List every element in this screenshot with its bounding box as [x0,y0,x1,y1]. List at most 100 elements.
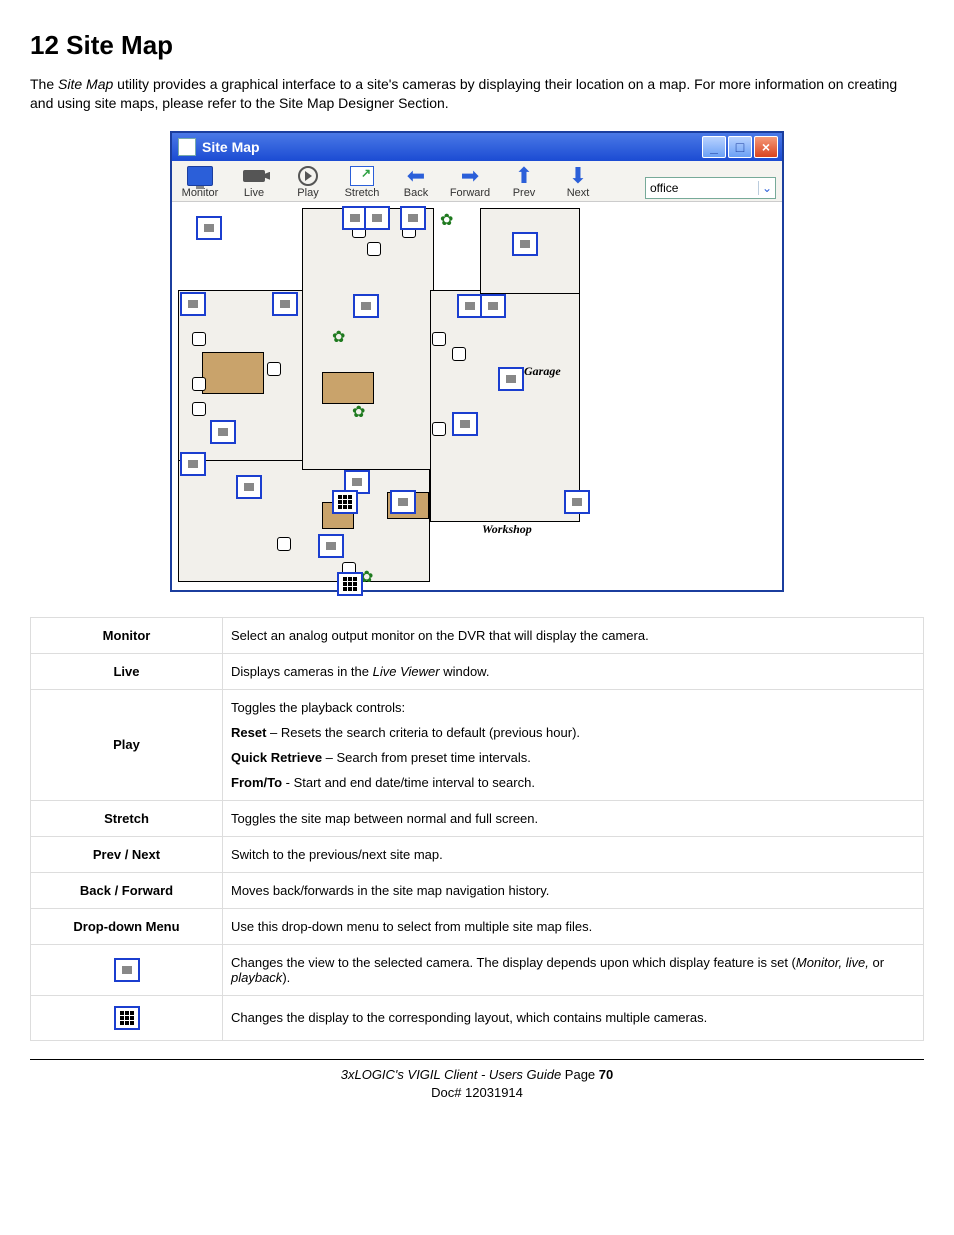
table-row: Back / Forward Moves back/forwards in th… [31,872,924,908]
section-heading: 12 Site Map [30,30,924,61]
camera-icon [240,165,268,187]
row-key-icon [31,944,223,995]
room [178,460,430,582]
camera-marker[interactable] [353,294,379,318]
chair [432,332,446,346]
subline: From/To - Start and end date/time interv… [231,775,915,790]
maximize-button[interactable]: □ [728,136,752,158]
site-map-window: Site Map _ □ × Monitor Live Play Stretch… [170,131,784,592]
chair [267,362,281,376]
camera-marker[interactable] [364,206,390,230]
play-button[interactable]: Play [286,165,330,199]
text: Displays cameras in the [231,664,373,679]
camera-marker[interactable] [498,367,524,391]
chair [367,242,381,256]
live-label: Live [244,187,264,199]
row-key: Monitor [31,617,223,653]
camera-marker[interactable] [480,294,506,318]
grid-icon [120,1011,134,1025]
camera-marker[interactable] [390,490,416,514]
camera-marker[interactable] [318,534,344,558]
row-key: Prev / Next [31,836,223,872]
up-arrow-icon: ⬆ [510,165,538,187]
row-key-icon [31,995,223,1040]
room [430,290,580,522]
camera-marker[interactable] [452,412,478,436]
workshop-label: Workshop [482,522,532,537]
next-button[interactable]: ⬇ Next [556,165,600,199]
chair [192,377,206,391]
page-number: 70 [599,1067,613,1082]
prev-button[interactable]: ⬆ Prev [502,165,546,199]
text: ). [282,970,290,985]
camera-marker[interactable] [210,420,236,444]
camera-marker[interactable] [512,232,538,256]
map-dropdown[interactable]: office ⌄ [645,177,776,199]
table-row: Live Displays cameras in the Live Viewer… [31,653,924,689]
footer-title: 3xLOGIC's VIGIL Client - Users Guide [341,1067,561,1082]
text: - Start and end date/time interval to se… [282,775,535,790]
monitor-button[interactable]: Monitor [178,165,222,199]
camera-marker[interactable] [564,490,590,514]
monitor-icon [186,165,214,187]
layout-icon [114,1006,140,1030]
row-key: Live [31,653,223,689]
text-em: Live Viewer [373,664,440,679]
text: Changes the view to the selected camera.… [231,955,796,970]
row-key: Stretch [31,800,223,836]
chair [277,537,291,551]
camera-marker[interactable] [236,475,262,499]
camera-marker[interactable] [180,292,206,316]
layout-marker[interactable] [337,572,363,596]
text: Toggles the playback controls: [231,700,915,715]
layout-marker[interactable] [332,490,358,514]
intro-text-2: utility provides a graphical interface t… [30,76,897,111]
text: – Resets the search criteria to default … [266,725,580,740]
table [322,372,374,404]
camera-marker[interactable] [180,452,206,476]
text-bold: Quick Retrieve [231,750,322,765]
camera-marker[interactable] [400,206,426,230]
chair [192,332,206,346]
stretch-label: Stretch [345,187,380,199]
chevron-down-icon: ⌄ [758,181,775,195]
table [202,352,264,394]
toolbar: Monitor Live Play Stretch ⬅ Back ➡ Forwa… [172,161,782,202]
play-label: Play [297,187,318,199]
text: – Search from preset time intervals. [322,750,531,765]
down-arrow-icon: ⬇ [564,165,592,187]
minimize-button[interactable]: _ [702,136,726,158]
close-button[interactable]: × [754,136,778,158]
prev-label: Prev [513,187,536,199]
live-button[interactable]: Live [232,165,276,199]
stretch-button[interactable]: Stretch [340,165,384,199]
window-title: Site Map [202,139,260,155]
subline: Quick Retrieve – Search from preset time… [231,750,915,765]
footer-rule [30,1059,924,1060]
forward-arrow-icon: ➡ [456,165,484,187]
plant-icon: ✿ [352,402,365,422]
row-key: Back / Forward [31,872,223,908]
app-icon [178,138,196,156]
row-key: Drop-down Menu [31,908,223,944]
stretch-icon [348,165,376,187]
grid-icon [338,495,352,509]
garage-label: Garage [524,364,561,379]
table-row: Monitor Select an analog output monitor … [31,617,924,653]
intro-em: Site Map [58,76,113,92]
row-value: Displays cameras in the Live Viewer wind… [223,653,924,689]
forward-button[interactable]: ➡ Forward [448,165,492,199]
camera-marker[interactable] [272,292,298,316]
plant-icon: ✿ [332,327,345,347]
text-em: playback [231,970,282,985]
intro-paragraph: The Site Map utility provides a graphica… [30,75,924,113]
camera-marker[interactable] [196,216,222,240]
back-arrow-icon: ⬅ [402,165,430,187]
grid-icon [343,577,357,591]
text: window. [440,664,490,679]
row-value: Changes the view to the selected camera.… [223,944,924,995]
text: or [869,955,884,970]
table-row: Play Toggles the playback controls: Rese… [31,689,924,800]
back-button[interactable]: ⬅ Back [394,165,438,199]
camera-icon [114,958,140,982]
